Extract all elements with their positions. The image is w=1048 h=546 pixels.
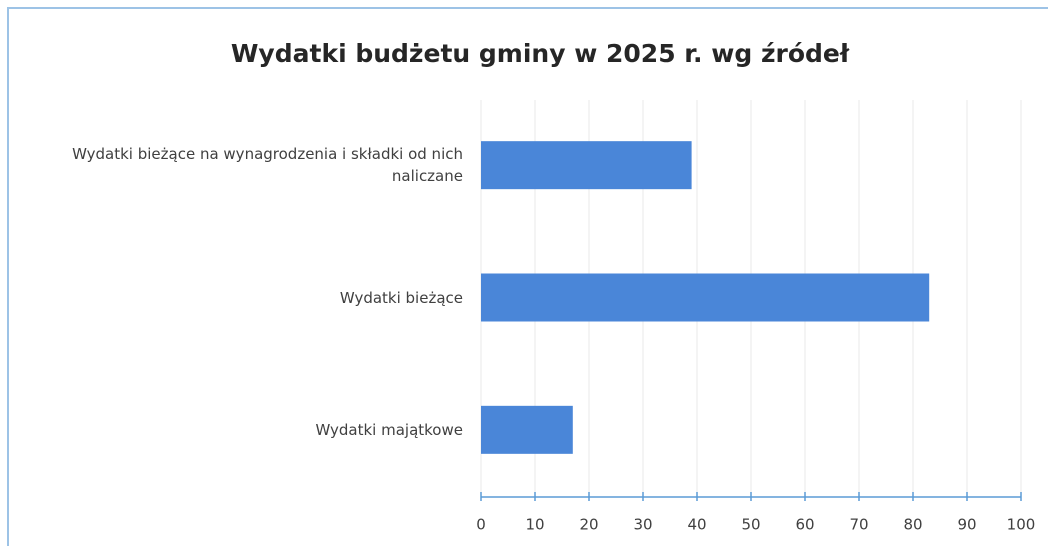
y-tick-label: Wydatki majątkowe — [315, 420, 463, 439]
bar — [481, 405, 573, 454]
x-tick-label: 30 — [633, 516, 652, 534]
chart-border — [7, 7, 1048, 546]
x-tick-label: 80 — [903, 516, 922, 534]
x-tick-label: 50 — [741, 516, 760, 534]
bar — [481, 273, 930, 322]
y-tick-label: Wydatki bieżące na wynagrodzenia i skład… — [72, 145, 463, 186]
x-tick-label: 60 — [795, 516, 814, 534]
x-tick-label: 70 — [849, 516, 868, 534]
x-tick-label: 90 — [957, 516, 976, 534]
x-tick-label: 0 — [476, 516, 486, 534]
chart-title: Wydatki budżetu gminy w 2025 r. wg źróde… — [231, 39, 850, 68]
x-tick-label: 20 — [579, 516, 598, 534]
bar — [481, 141, 692, 190]
y-tick-label: Wydatki bieżące — [339, 288, 463, 307]
x-tick-label: 40 — [687, 516, 706, 534]
x-tick-label: 10 — [525, 516, 544, 534]
x-tick-label: 100 — [1007, 516, 1036, 534]
